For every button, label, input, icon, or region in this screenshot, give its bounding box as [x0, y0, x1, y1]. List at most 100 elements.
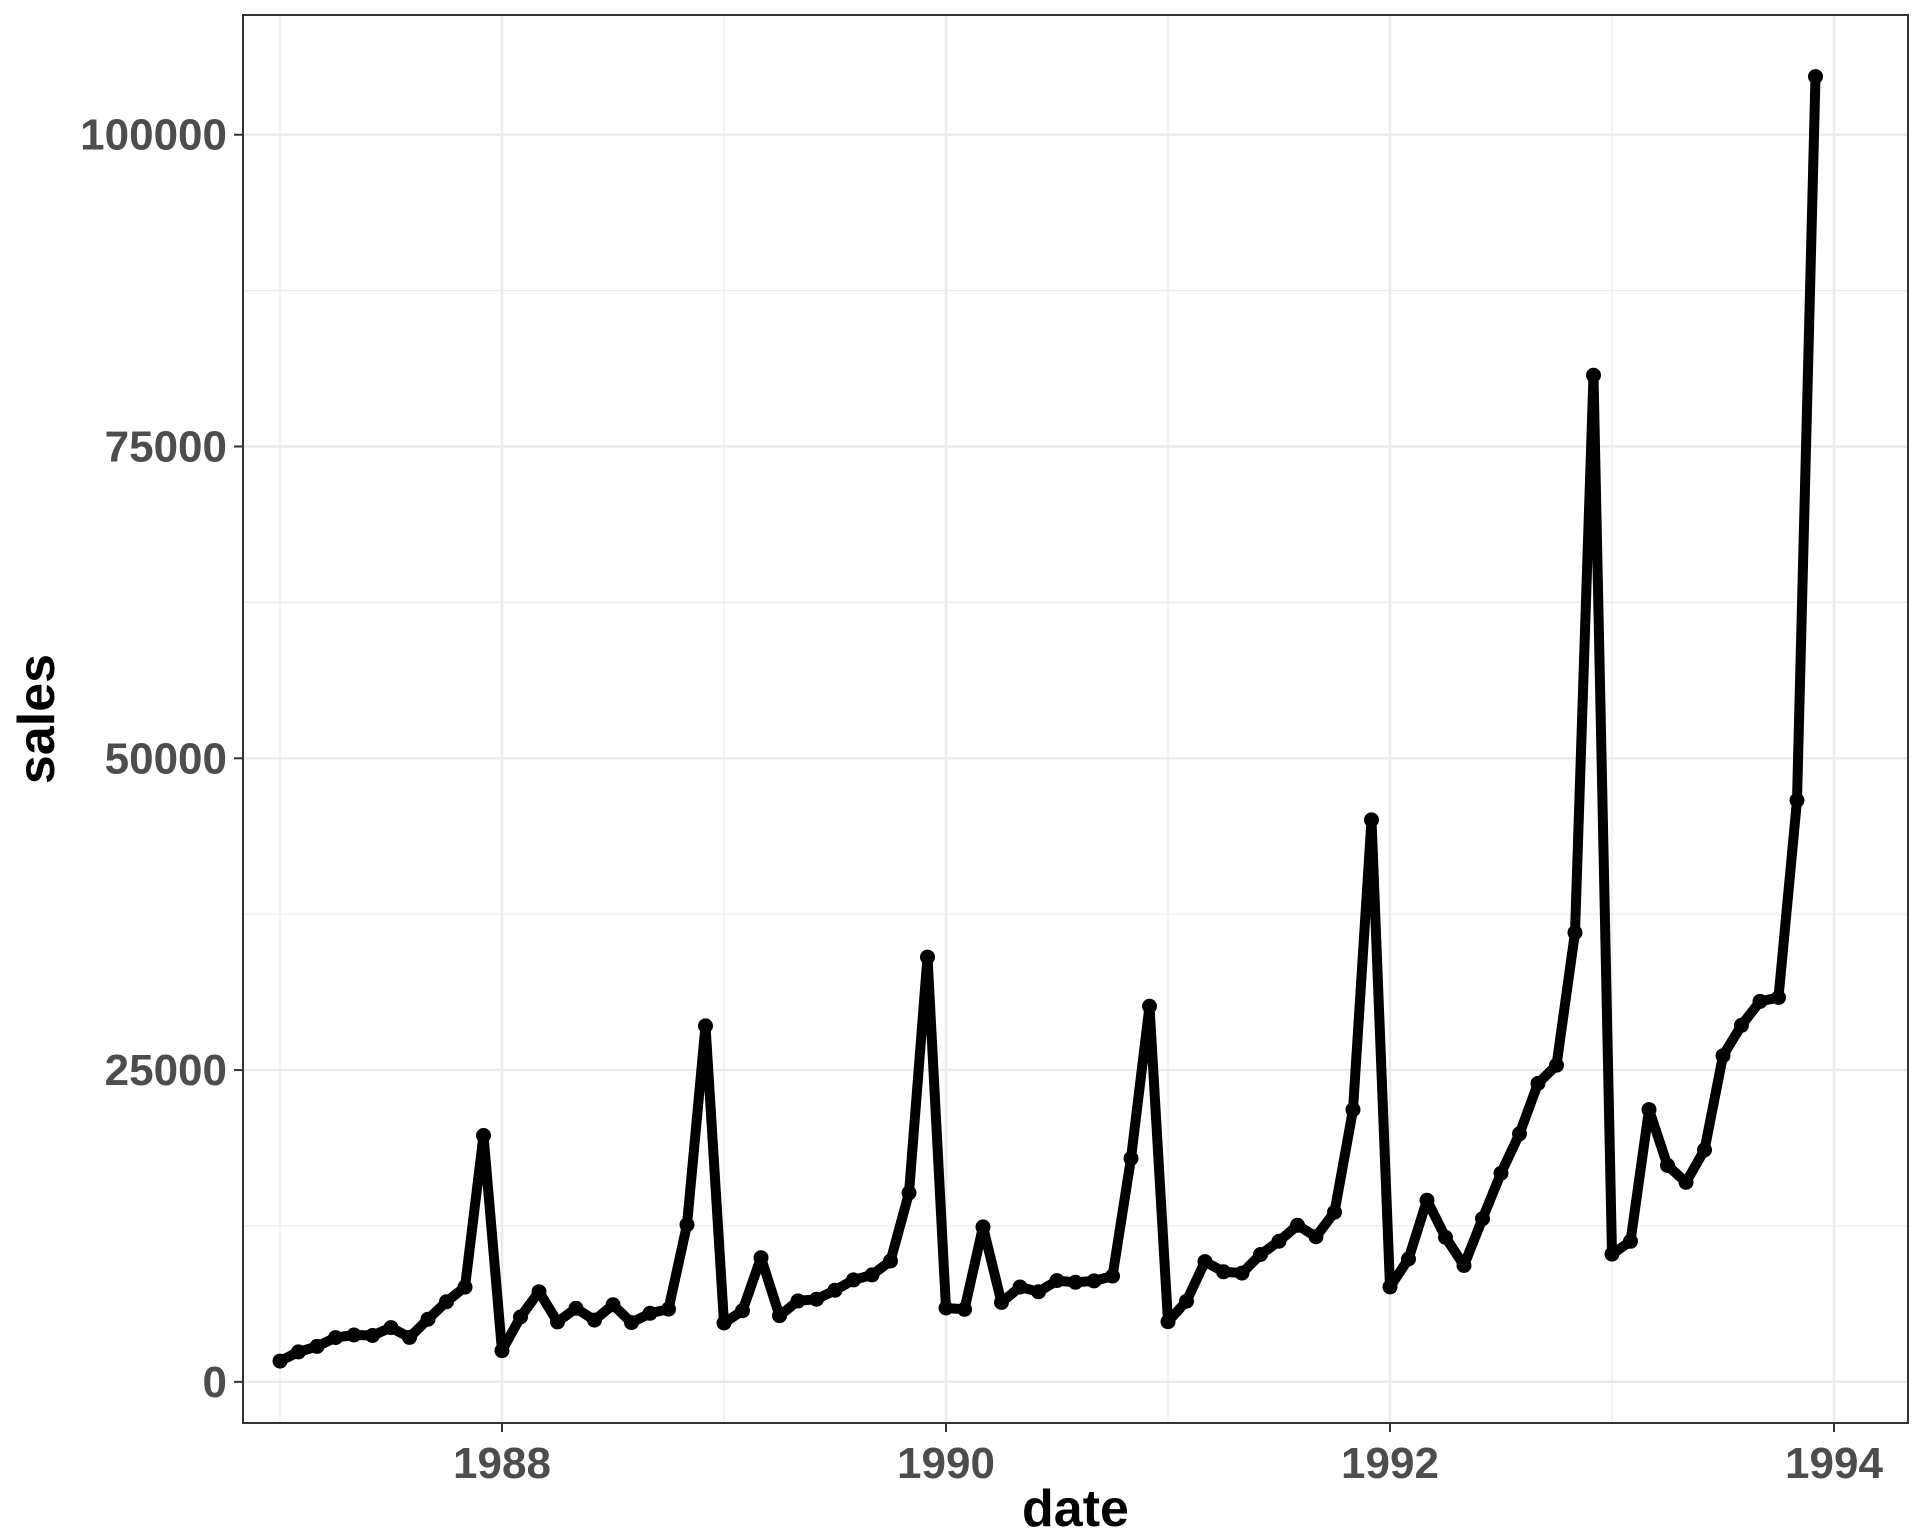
data-point	[1308, 1229, 1324, 1245]
data-point	[624, 1315, 639, 1331]
data-point	[605, 1297, 621, 1313]
data-point	[994, 1294, 1009, 1310]
y-tick-label: 25000	[105, 1046, 227, 1095]
data-point	[846, 1272, 861, 1288]
series-sales	[272, 69, 1823, 1369]
x-tick-label: 1990	[897, 1439, 995, 1488]
x-axis: 1988 1990 1992 1994	[453, 1423, 1883, 1488]
data-point	[1641, 1102, 1657, 1118]
data-point	[420, 1311, 436, 1327]
y-axis: 0 25000 50000 75000 100000	[80, 111, 243, 1407]
data-point	[1771, 990, 1786, 1005]
data-point	[920, 949, 935, 965]
data-point	[679, 1217, 695, 1233]
data-point	[476, 1128, 491, 1143]
data-point	[494, 1343, 510, 1359]
minor-gridlines	[243, 15, 1908, 1423]
data-point	[1456, 1258, 1472, 1273]
data-point	[1253, 1247, 1268, 1262]
major-gridlines	[243, 15, 1908, 1423]
data-point	[513, 1309, 528, 1325]
data-point	[1604, 1246, 1620, 1262]
data-point	[457, 1279, 473, 1295]
data-point	[1049, 1273, 1065, 1289]
data-point	[698, 1018, 713, 1034]
x-tick-label: 1988	[453, 1439, 551, 1488]
data-point	[328, 1330, 343, 1346]
x-tick-label: 1994	[1785, 1439, 1883, 1488]
y-tick-label: 0	[203, 1358, 227, 1407]
data-point	[1382, 1279, 1398, 1295]
data-point	[587, 1312, 602, 1328]
data-point	[1160, 1314, 1176, 1330]
data-point	[1715, 1048, 1731, 1064]
data-point	[957, 1301, 972, 1317]
data-point	[975, 1219, 991, 1235]
data-point	[1142, 998, 1157, 1014]
data-point	[1475, 1211, 1490, 1227]
data-point	[1031, 1284, 1046, 1300]
series-line	[275, 71, 1821, 1367]
data-point	[1678, 1174, 1694, 1190]
data-point	[1752, 993, 1768, 1009]
data-point	[1586, 367, 1601, 383]
data-point	[272, 1353, 288, 1369]
x-axis-title: date	[1022, 1480, 1129, 1536]
data-point	[1660, 1157, 1675, 1173]
data-point	[1327, 1204, 1342, 1220]
data-point	[642, 1305, 658, 1321]
data-point	[346, 1327, 362, 1343]
data-point	[883, 1253, 898, 1269]
data-point	[568, 1300, 584, 1316]
data-point	[1530, 1075, 1546, 1091]
data-point	[716, 1315, 732, 1331]
y-tick-label: 75000	[105, 423, 227, 472]
data-point	[753, 1250, 769, 1266]
data-point	[938, 1300, 954, 1316]
data-point	[1549, 1057, 1564, 1073]
data-point	[661, 1301, 676, 1317]
data-point	[439, 1294, 454, 1310]
y-tick-label: 100000	[80, 111, 227, 160]
data-point	[1512, 1126, 1527, 1142]
data-point	[365, 1328, 380, 1343]
data-point	[1364, 812, 1379, 828]
data-point	[1345, 1102, 1361, 1118]
data-point	[827, 1282, 843, 1298]
data-point	[1086, 1273, 1102, 1289]
data-point	[1493, 1165, 1509, 1181]
data-point	[531, 1284, 547, 1300]
data-point	[1697, 1142, 1712, 1158]
data-point	[1808, 69, 1823, 85]
data-point	[1012, 1279, 1028, 1295]
data-point	[383, 1320, 399, 1336]
plot-panel-border	[242, 14, 1909, 1424]
y-axis-title: sales	[8, 654, 66, 784]
data-point	[1401, 1251, 1416, 1267]
data-point	[809, 1291, 824, 1307]
data-point	[1216, 1264, 1231, 1280]
data-point	[1271, 1233, 1287, 1249]
data-point	[309, 1338, 325, 1354]
data-point	[1068, 1274, 1083, 1290]
data-point	[1197, 1254, 1213, 1270]
data-point	[1567, 925, 1583, 941]
data-point	[735, 1303, 750, 1319]
data-point	[790, 1293, 806, 1309]
data-point	[864, 1267, 880, 1283]
x-tick-label: 1992	[1341, 1439, 1439, 1488]
data-point	[1179, 1293, 1194, 1309]
data-point	[550, 1314, 565, 1330]
data-point	[1290, 1217, 1305, 1233]
data-point	[1789, 792, 1805, 808]
data-point	[1105, 1268, 1120, 1284]
data-point	[1123, 1150, 1139, 1166]
data-point	[1734, 1017, 1749, 1033]
data-point	[1234, 1265, 1250, 1281]
data-point	[1623, 1233, 1638, 1249]
data-point	[1419, 1192, 1435, 1208]
data-point	[291, 1344, 306, 1360]
data-point	[772, 1308, 787, 1324]
data-point	[1438, 1229, 1453, 1245]
